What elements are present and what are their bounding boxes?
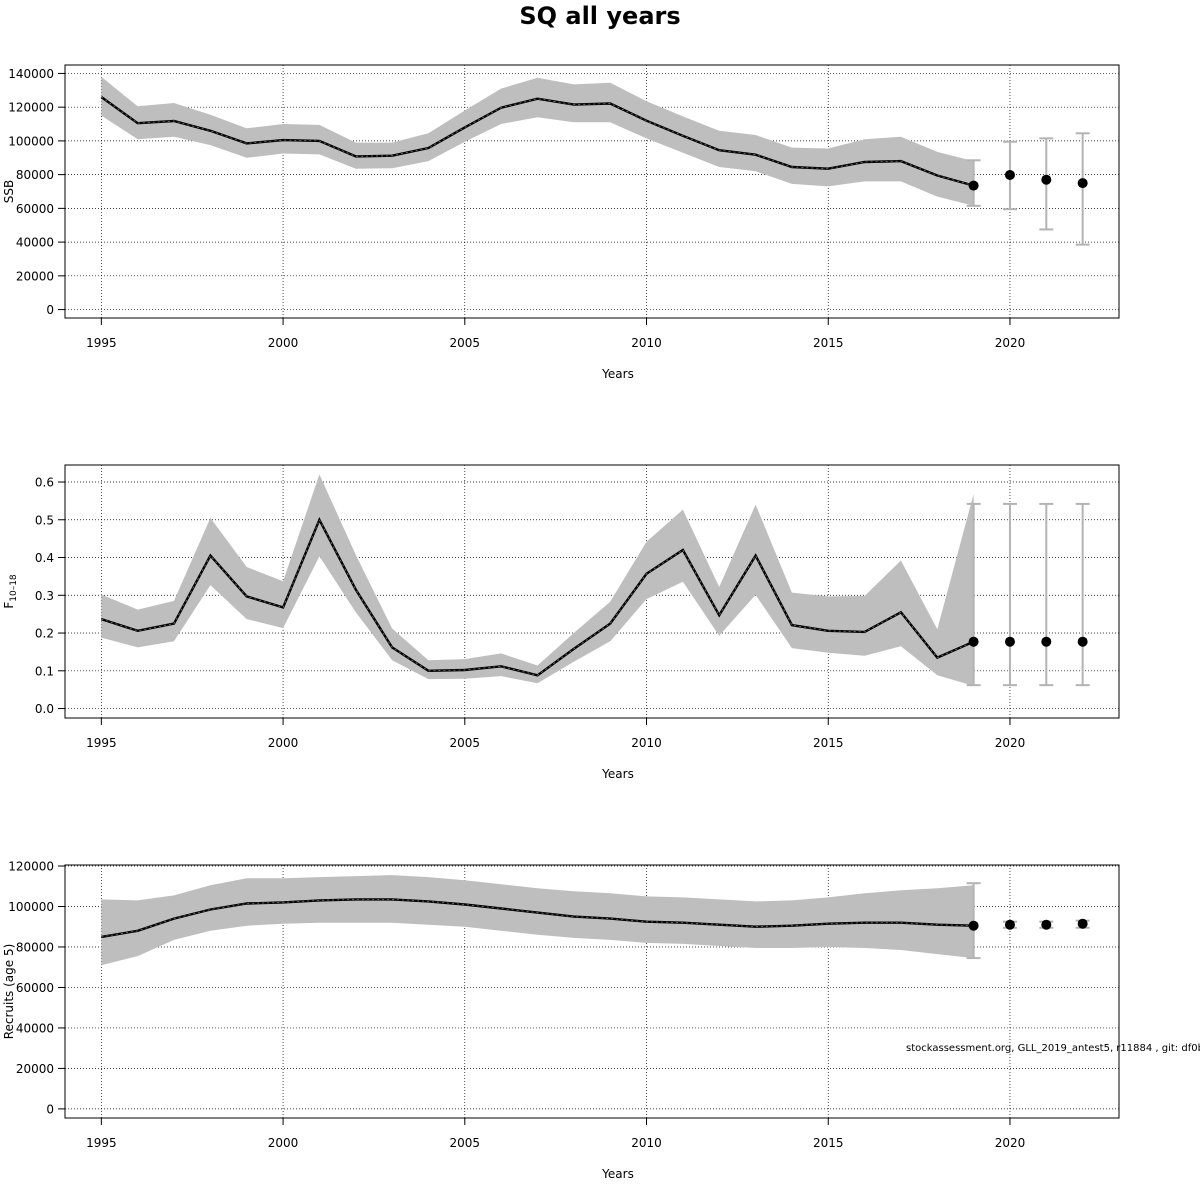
ssb-x-tick-label: 1995 [86,336,117,350]
fishing-mortality-y-tick-label: 0.1 [35,664,54,678]
recruits-plot-frame [64,864,1120,1119]
recruits-y-axis-label: Recruits (age 5) [2,944,16,1040]
ssb-y-tick-label: 20000 [16,269,54,283]
ssb-y-tick-label: 0 [46,303,54,317]
ssb-x-tick-label: 2010 [631,336,662,350]
ssb-y-tick-label: 40000 [16,236,54,250]
fishing-mortality-x-tick-label: 2015 [813,736,844,750]
fishing-mortality-y-tick-label: 0.6 [35,475,54,489]
recruits-forecast-point [1041,919,1052,930]
ssb-y-tick-label: 140000 [8,67,54,81]
ssb-confidence-band [101,76,974,206]
fishing-mortality-forecast-point [1041,636,1052,647]
ssb-x-axis-label: Years [601,367,634,381]
recruits-y-tick-label: 20000 [16,1062,54,1076]
fishing-mortality-y-axis-label: F10–18 [2,574,19,609]
fishing-mortality-x-tick-label: 2010 [631,736,662,750]
recruits-forecast-point [1077,918,1088,929]
recruits-y-tick-label: 40000 [16,1021,54,1035]
recruits-y-tick-label: 60000 [16,981,54,995]
fishing-mortality-y-tick-label: 0.5 [35,513,54,527]
ssb-x-tick-label: 2005 [450,336,481,350]
recruits-x-tick-label: 2005 [450,1136,481,1150]
fishing-mortality-forecast-point [1004,636,1015,647]
fishing-mortality-panel: 1995 2000 2005 2010 2015 2020 0.0 0.1 0.2 0.3 0.4 0… [2,464,1120,781]
ssb-forecast-point [968,180,979,191]
recruits-forecast-point [1004,919,1015,930]
fishing-mortality-y-axis-label-subscript: 10–18 [9,574,19,602]
recruits-x-tick-label: 1995 [86,1136,117,1150]
recruits-x-axis-label: Years [601,1167,634,1181]
fishing-mortality-forecast-point [968,636,979,647]
ssb-y-tick-label: 100000 [8,134,54,148]
ssb-panel: 1995 2000 2005 2010 2015 2020 0 20000 40000 60000… [2,64,1120,381]
ssb-forecast-point [1041,174,1052,185]
fishing-mortality-plot-frame [64,464,1120,719]
fishing-mortality-estimate-line-dash [101,518,974,676]
fishing-mortality-x-tick-label: 2000 [268,736,299,750]
fishing-mortality-y-tick-label: 0.3 [35,589,54,603]
fishing-mortality-confidence-band [101,474,974,686]
fishing-mortality-y-tick-label: 0.2 [35,627,54,641]
fishing-mortality-x-tick-label: 2020 [995,736,1026,750]
recruits-y-tick-label: 80000 [16,940,54,954]
recruits-panel: 1995 2000 2005 2010 2015 2020 0 20000 40000 60000… [2,860,1120,1181]
recruits-y-tick-label: 120000 [8,860,54,874]
recruits-estimate-line-dash [101,898,974,938]
recruits-x-tick-label: 2020 [995,1136,1026,1150]
ssb-estimate-line-dash [101,96,974,187]
fishing-mortality-x-axis-label: Years [601,767,634,781]
recruits-y-tick-label: 0 [46,1102,54,1116]
fishing-mortality-x-tick-label: 1995 [86,736,117,750]
recruits-confidence-band [101,875,974,966]
fishing-mortality-forecast-point [1077,636,1088,647]
recruits-x-tick-label: 2015 [813,1136,844,1150]
ssb-forecast-point [1004,169,1015,180]
ssb-y-axis-label: SSB [2,180,16,203]
fishing-mortality-x-tick-label: 2005 [450,736,481,750]
footnote: stockassessment.org, GLL_2019_antest5, r… [906,1043,1200,1054]
ssb-forecast-point [1077,178,1088,189]
chart-title: SQ all years [519,2,681,30]
ssb-plot-frame [64,64,1120,319]
fishing-mortality-y-tick-label: 0.4 [35,551,54,565]
ssb-y-tick-label: 80000 [16,168,54,182]
ssb-x-tick-label: 2000 [268,336,299,350]
fishing-mortality-y-tick-label: 0.0 [35,702,54,716]
ssb-y-tick-label: 60000 [16,202,54,216]
ssb-x-tick-label: 2015 [813,336,844,350]
recruits-x-tick-label: 2010 [631,1136,662,1150]
ssb-x-tick-label: 2020 [995,336,1026,350]
fishing-mortality-y-axis-label-main: F [2,602,16,609]
ssb-y-tick-label: 120000 [8,101,54,115]
recruits-forecast-point [968,920,979,931]
recruits-x-tick-label: 2000 [268,1136,299,1150]
recruits-y-tick-label: 100000 [8,900,54,914]
